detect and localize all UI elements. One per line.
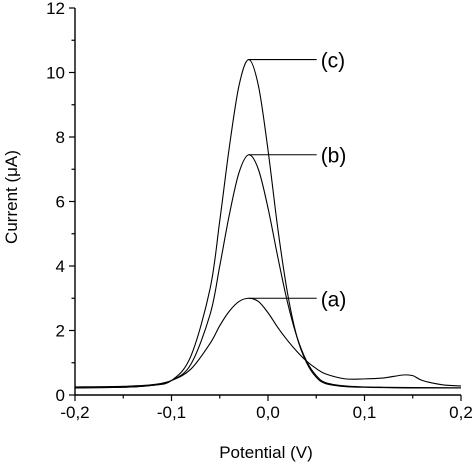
x-tick-label: -0,2 bbox=[60, 403, 89, 422]
annotation-label-b: (b) bbox=[321, 145, 347, 168]
x-tick-label: 0,2 bbox=[449, 403, 473, 422]
axes: -0,2 -0,1 0,0 0,1 0,2 0 2 4 6 8 10 12 bbox=[46, 0, 473, 422]
y-tick-label: 0 bbox=[56, 386, 65, 405]
series-line-a bbox=[74, 297, 462, 388]
plot-area: (a) (b) (c) bbox=[74, 50, 462, 389]
y-tick-label: 2 bbox=[56, 322, 65, 341]
annotation-label-c: (c) bbox=[321, 50, 346, 73]
series-line-b bbox=[74, 154, 462, 389]
y-tick-label: 8 bbox=[56, 128, 65, 147]
y-axis-title: Current (μA) bbox=[2, 150, 21, 244]
y-tick-label: 6 bbox=[56, 193, 65, 212]
x-tick-label: -0,1 bbox=[157, 403, 186, 422]
y-tick-label: 4 bbox=[56, 257, 65, 276]
y-tick-label: 12 bbox=[46, 0, 65, 18]
x-tick-label: 0,1 bbox=[353, 403, 377, 422]
x-axis-title: Potential (V) bbox=[219, 443, 313, 462]
x-tick-label: 0,0 bbox=[256, 403, 280, 422]
annotation-label-a: (a) bbox=[321, 288, 347, 311]
series-line-c bbox=[74, 59, 462, 389]
y-tick-label: 10 bbox=[46, 64, 65, 83]
